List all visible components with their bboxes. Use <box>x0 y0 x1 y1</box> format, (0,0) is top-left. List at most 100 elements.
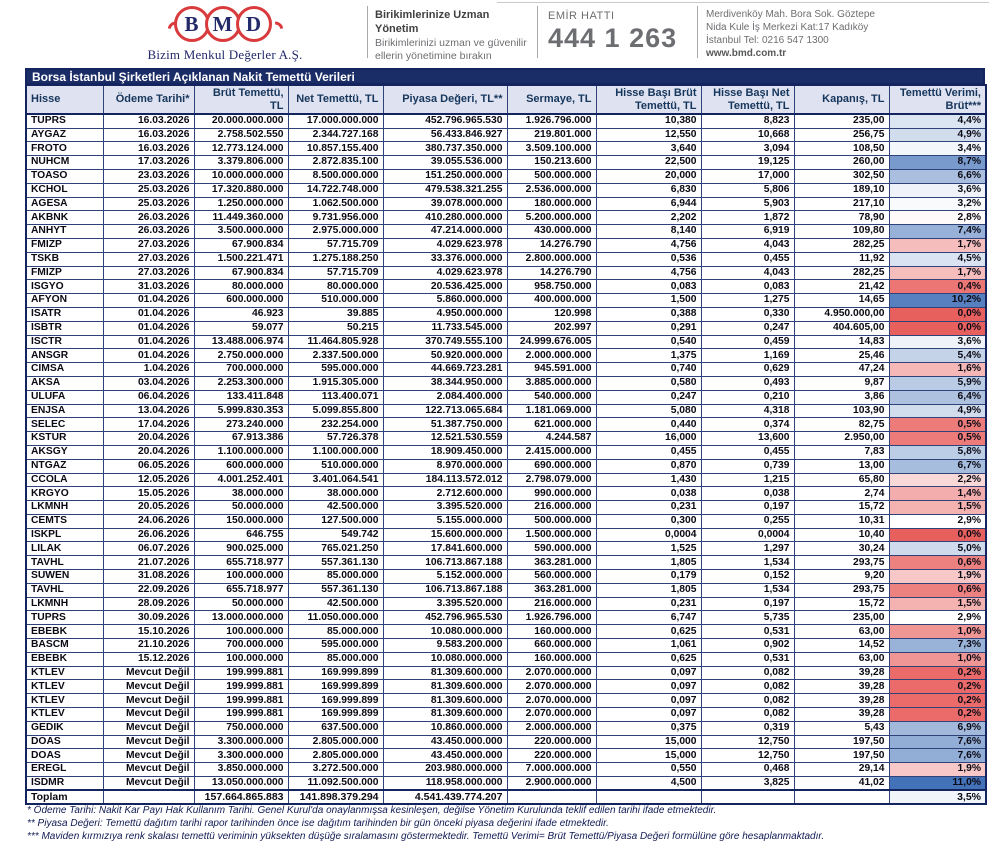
cell-hisse-basi-brut: 0,870 <box>595 458 702 474</box>
cell-net-temettu: 765.021.250 <box>287 541 384 557</box>
address-line-1: Merdivenköy Mah. Bora Sok. Göztepe <box>706 9 875 20</box>
cell-brut-temettu: 67.900.834 <box>193 237 289 253</box>
cell-temettu-verimi: 7,4% <box>888 224 987 239</box>
cell-piyasa-degeri: 33.376.000.000 <box>382 251 508 267</box>
cell-sermaye: 2.070.000.000 <box>506 693 597 709</box>
cell-temettu-verimi: 0,5% <box>888 431 987 446</box>
website-link[interactable]: www.bmd.com.tr <box>706 48 787 59</box>
table-row: NTGAZ 06.05.2026 600.000.000 510.000.000 8.9… <box>25 458 987 474</box>
cell-brut-temettu: 655.718.977 <box>193 582 289 598</box>
cell-hisse-basi-net: 4,318 <box>700 403 795 419</box>
cell-sermaye: 363.281.000 <box>506 582 597 598</box>
cell-net-temettu: 9.731.956.000 <box>287 210 384 226</box>
cell-hisse-basi-brut: 4,500 <box>595 776 702 791</box>
cell-hisse: CCOLA <box>25 472 104 488</box>
cell-odeme-tarihi: Mevcut Değil <box>102 693 195 709</box>
cell-kapanis: 14,52 <box>793 638 890 653</box>
total-cell-hisse: Toplam <box>25 789 104 805</box>
cell-hisse: ISGYO <box>25 279 104 295</box>
cell-hisse-basi-net: 1,169 <box>700 348 795 364</box>
cell-net-temettu: 595.000.000 <box>287 638 384 653</box>
total-row: Toplam 157.664.865.883 141.898.379.294 4.54… <box>25 789 987 805</box>
cell-temettu-verimi: 1,7% <box>888 237 987 253</box>
cell-temettu-verimi: 4,9% <box>888 127 987 143</box>
cell-kapanis: 15,72 <box>793 596 890 612</box>
cell-hisse-basi-brut: 0,038 <box>595 486 702 502</box>
cell-hisse-basi-brut: 16,000 <box>595 431 702 446</box>
cell-sermaye: 14.276.790 <box>506 265 597 281</box>
cell-hisse-basi-net: 0,531 <box>700 624 795 640</box>
cell-piyasa-degeri: 122.713.065.684 <box>382 403 508 419</box>
table-row: AYGAZ 16.03.2026 2.758.502.550 2.344.727.16… <box>25 127 987 143</box>
col-header-brut-temettu: Brüt Temettü, TL <box>193 84 289 116</box>
cell-hisse-basi-brut: 8,140 <box>595 224 702 239</box>
cell-piyasa-degeri: 50.920.000.000 <box>382 348 508 364</box>
cell-odeme-tarihi: Mevcut Değil <box>102 762 195 778</box>
cell-piyasa-degeri: 81.309.600.000 <box>382 693 508 709</box>
cell-hisse-basi-brut: 1,500 <box>595 293 702 308</box>
cell-piyasa-degeri: 10.080.000.000 <box>382 624 508 640</box>
header-vertical-divider <box>697 6 698 58</box>
cell-kapanis: 2,74 <box>793 486 890 502</box>
cell-sermaye: 660.000.000 <box>506 638 597 653</box>
cell-odeme-tarihi: 24.06.2026 <box>102 513 195 529</box>
cell-sermaye: 160.000.000 <box>506 624 597 640</box>
cell-piyasa-degeri: 15.600.000.000 <box>382 527 508 543</box>
cell-hisse-basi-net: 0,247 <box>700 320 795 336</box>
cell-hisse-basi-net: 1,215 <box>700 472 795 488</box>
cell-sermaye: 2.000.000.000 <box>506 720 597 736</box>
cell-brut-temettu: 10.000.000.000 <box>193 168 289 184</box>
cell-net-temettu: 1.062.500.000 <box>287 196 384 212</box>
cell-temettu-verimi: 3,4% <box>888 141 987 157</box>
table-row: SUWEN 31.08.2026 100.000.000 85.000.000 5.15… <box>25 569 987 584</box>
cell-hisse-basi-brut: 1,805 <box>595 582 702 598</box>
cell-sermaye: 4.244.587 <box>506 431 597 446</box>
cell-hisse-basi-net: 1,297 <box>700 541 795 557</box>
cell-net-temettu: 549.742 <box>287 527 384 543</box>
cell-net-temettu: 2.975.000.000 <box>287 224 384 239</box>
cell-sermaye: 1.500.000.000 <box>506 527 597 543</box>
cell-sermaye: 690.000.000 <box>506 458 597 474</box>
cell-kapanis: 404.605,00 <box>793 320 890 336</box>
cell-temettu-verimi: 0,6% <box>888 555 987 571</box>
cell-kapanis: 41,02 <box>793 776 890 791</box>
cell-hisse-basi-brut: 0,740 <box>595 362 702 377</box>
cell-net-temettu: 57.726.378 <box>287 431 384 446</box>
cell-brut-temettu: 2.750.000.000 <box>193 348 289 364</box>
cell-hisse-basi-brut: 0,388 <box>595 306 702 322</box>
order-line-label: EMİR HATTI <box>548 10 615 22</box>
cell-brut-temettu: 655.718.977 <box>193 555 289 571</box>
cell-hisse-basi-brut: 0,580 <box>595 375 702 391</box>
cell-sermaye: 2.070.000.000 <box>506 707 597 722</box>
cell-piyasa-degeri: 5.860.000.000 <box>382 293 508 308</box>
cell-hisse-basi-brut: 6,830 <box>595 182 702 198</box>
company-name: Bizim Menkul Değerler A.Ş. <box>147 47 303 62</box>
cell-hisse: KCHOL <box>25 182 104 198</box>
cell-hisse: AYGAZ <box>25 127 104 143</box>
cell-kapanis: 47,24 <box>793 362 890 377</box>
cell-piyasa-degeri: 452.796.965.530 <box>382 113 508 129</box>
cell-odeme-tarihi: 06.05.2026 <box>102 458 195 474</box>
cell-net-temettu: 113.400.071 <box>287 389 384 405</box>
cell-brut-temettu: 38.000.000 <box>193 486 289 502</box>
cell-temettu-verimi: 0,2% <box>888 665 987 681</box>
cell-hisse-basi-brut: 0,097 <box>595 665 702 681</box>
cell-hisse-basi-brut: 0,179 <box>595 569 702 584</box>
cell-kapanis: 3,86 <box>793 389 890 405</box>
total-cell-odeme-tarihi <box>102 789 195 805</box>
cell-brut-temettu: 20.000.000.000 <box>193 113 289 129</box>
cell-net-temettu: 11.050.000.000 <box>287 610 384 626</box>
cell-sermaye: 216.000.000 <box>506 596 597 612</box>
logo-letter-m: M <box>204 6 241 42</box>
table-row: KTLEV Mevcut Değil 199.999.881 169.999.899 8… <box>25 665 987 681</box>
cell-sermaye: 1.926.796.000 <box>506 113 597 129</box>
cell-piyasa-degeri: 18.909.450.000 <box>382 444 508 460</box>
order-line-number: 444 1 263 <box>548 23 678 53</box>
cell-net-temettu: 510.000.000 <box>287 458 384 474</box>
cell-piyasa-degeri: 8.970.000.000 <box>382 458 508 474</box>
cell-hisse-basi-net: 8,823 <box>700 113 795 129</box>
cell-brut-temettu: 133.411.848 <box>193 389 289 405</box>
cell-temettu-verimi: 5,4% <box>888 348 987 364</box>
cell-hisse-basi-net: 0,082 <box>700 665 795 681</box>
cell-brut-temettu: 3.500.000.000 <box>193 224 289 239</box>
